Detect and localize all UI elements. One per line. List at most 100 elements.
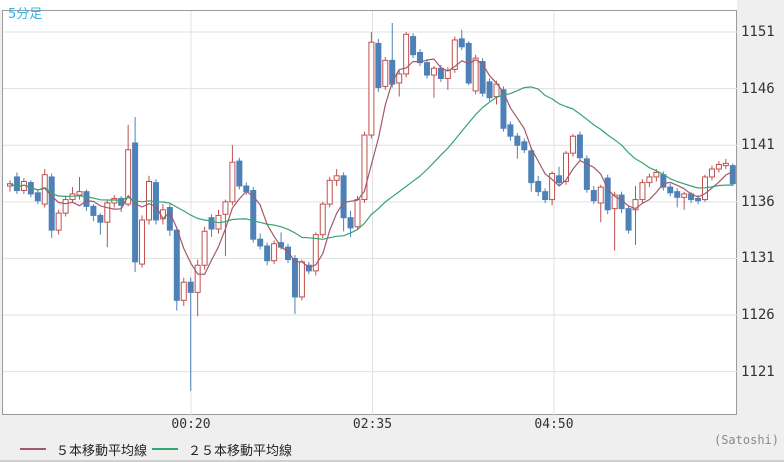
candle-body bbox=[368, 41, 375, 136]
candle-body bbox=[403, 33, 410, 75]
candle-body bbox=[479, 60, 486, 94]
y-tick-label: 1131 bbox=[741, 250, 775, 267]
candle-body bbox=[187, 281, 194, 293]
ma25-legend-line-icon bbox=[152, 448, 178, 450]
candle-body bbox=[674, 191, 681, 198]
candle-body bbox=[76, 191, 83, 196]
y-tick-label: 1141 bbox=[741, 137, 775, 154]
x-tick-label: 02:35 bbox=[352, 417, 393, 432]
candle-body bbox=[410, 36, 417, 56]
candle-body bbox=[500, 89, 507, 129]
candle-body bbox=[437, 67, 444, 79]
legend-label: ２５本移動平均線 bbox=[188, 443, 293, 459]
candle-body bbox=[229, 161, 236, 203]
candle-body bbox=[375, 42, 382, 89]
candle-body bbox=[305, 264, 312, 272]
candle-body bbox=[556, 175, 563, 184]
candle-body bbox=[514, 135, 521, 146]
candle-body bbox=[271, 243, 278, 262]
candle-body bbox=[132, 142, 139, 263]
candle-body bbox=[430, 67, 437, 76]
candle-body bbox=[389, 59, 396, 85]
x-tick-label: 04:50 bbox=[534, 417, 574, 432]
candle-body bbox=[354, 199, 361, 228]
candle-body bbox=[451, 39, 458, 70]
candle-body bbox=[458, 38, 465, 48]
legend-item: ５本移動平均線 bbox=[20, 440, 148, 459]
candle-body bbox=[396, 73, 403, 84]
candle-body bbox=[48, 176, 55, 231]
top-strip bbox=[0, 0, 737, 10]
candle-body bbox=[583, 158, 590, 190]
candlestick-chart bbox=[3, 11, 737, 416]
candle-body bbox=[604, 177, 611, 211]
x-tick-label: 00:20 bbox=[171, 417, 211, 432]
y-tick-label: 1126 bbox=[741, 307, 775, 324]
candle-body bbox=[62, 199, 69, 214]
candle-body bbox=[653, 171, 660, 178]
y-tick-label: 1151 bbox=[741, 24, 775, 41]
candle-body bbox=[563, 152, 569, 182]
candle-body bbox=[444, 70, 451, 79]
candle-body bbox=[340, 175, 347, 219]
candle-body bbox=[472, 57, 479, 92]
candle-body bbox=[417, 51, 424, 64]
candle-body bbox=[528, 150, 535, 184]
candle-body bbox=[597, 186, 604, 204]
candle-body bbox=[208, 217, 215, 230]
candle-body bbox=[632, 199, 639, 211]
candle-body bbox=[333, 175, 340, 181]
candle-body bbox=[611, 194, 618, 210]
candle-body bbox=[264, 245, 271, 262]
candle-body bbox=[667, 186, 674, 194]
legend: ５本移動平均線 ２５本移動平均線 bbox=[0, 440, 420, 459]
candle-body bbox=[166, 207, 173, 231]
candle-body bbox=[180, 281, 187, 301]
candle-body bbox=[298, 261, 305, 298]
candle-body bbox=[13, 176, 20, 192]
candle-body bbox=[486, 81, 493, 99]
candle-body bbox=[708, 168, 715, 178]
candle-body bbox=[424, 62, 430, 76]
candle-body bbox=[722, 162, 729, 167]
candle-body bbox=[535, 180, 542, 193]
candle-body bbox=[521, 141, 528, 151]
candle-body bbox=[111, 197, 118, 204]
candle-body bbox=[97, 214, 104, 223]
candle-body bbox=[347, 217, 354, 229]
candle-body bbox=[236, 160, 243, 187]
candle-body bbox=[34, 192, 41, 202]
timeframe-label: 5分足 bbox=[8, 7, 43, 22]
candle-body bbox=[625, 208, 632, 231]
candle-body bbox=[569, 135, 576, 154]
candle-body bbox=[681, 193, 688, 198]
candle-body bbox=[361, 134, 368, 201]
candle-body bbox=[118, 197, 125, 206]
candle-body bbox=[139, 219, 146, 265]
candle-body bbox=[639, 182, 646, 201]
candle-body bbox=[222, 201, 229, 215]
candle-body bbox=[549, 173, 556, 201]
candle-body bbox=[125, 149, 132, 205]
legend-label: ５本移動平均線 bbox=[56, 443, 148, 459]
candle-body bbox=[646, 176, 653, 184]
candle-body bbox=[257, 238, 264, 247]
ma5-legend-line-icon bbox=[20, 448, 46, 450]
y-tick-label: 1146 bbox=[741, 80, 775, 97]
candle-body bbox=[507, 124, 514, 137]
candle-body bbox=[90, 205, 97, 216]
candle-body bbox=[576, 134, 583, 159]
candle-body bbox=[83, 191, 90, 207]
candle-body bbox=[312, 234, 319, 272]
candle-body bbox=[104, 202, 111, 223]
legend-item: ２５本移動平均線 bbox=[152, 440, 293, 459]
candle-body bbox=[250, 190, 257, 240]
ma25-line bbox=[9, 86, 734, 240]
candle-body bbox=[326, 179, 333, 205]
candle-body bbox=[291, 257, 298, 298]
candle-body bbox=[590, 190, 597, 202]
candle-body bbox=[194, 264, 201, 293]
unit-label: (Satoshi) bbox=[713, 433, 779, 447]
candle-body bbox=[695, 197, 702, 202]
